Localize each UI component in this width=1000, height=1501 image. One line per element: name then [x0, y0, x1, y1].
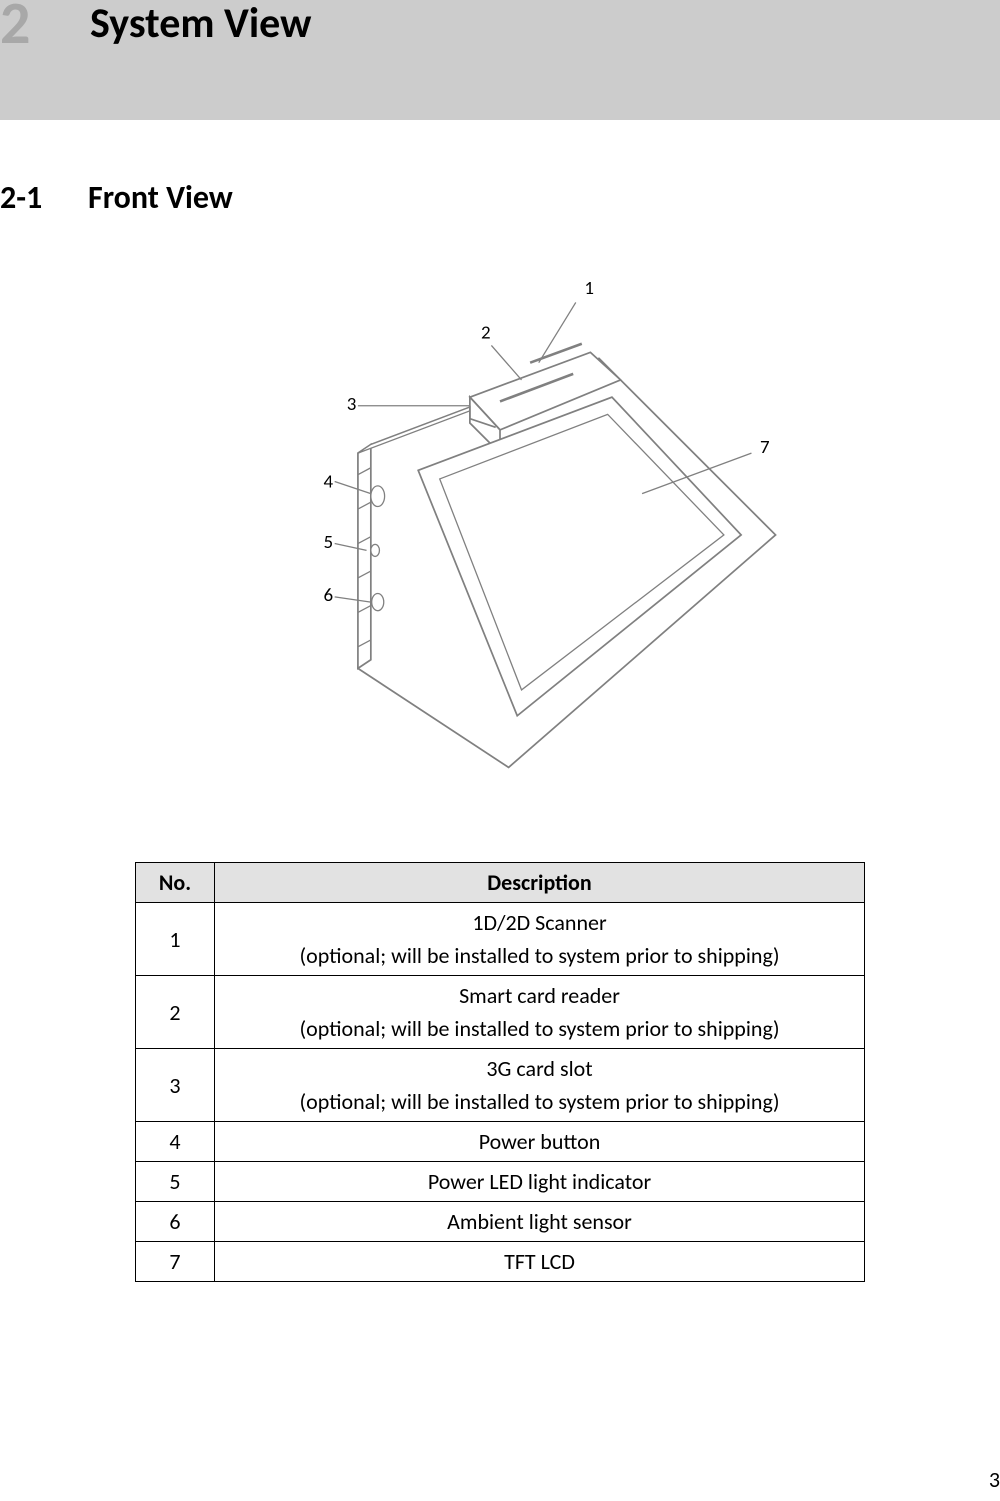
table-row: 6Ambient light sensor — [136, 1202, 865, 1242]
table-row: 7TFT LCD — [136, 1242, 865, 1282]
cell-no: 5 — [136, 1162, 215, 1202]
table-header: No. Description — [136, 863, 865, 903]
cell-no: 6 — [136, 1202, 215, 1242]
cell-description: Smart card reader(optional; will be inst… — [215, 976, 865, 1049]
table-row: 33G card slot(optional; will be installe… — [136, 1049, 865, 1122]
front-view-diagram: 1 2 3 4 5 6 7 — [190, 237, 810, 807]
chapter-title: System View — [90, 0, 311, 54]
section-title: Front View — [88, 178, 233, 217]
header-description: Description — [215, 863, 865, 903]
cell-no: 2 — [136, 976, 215, 1049]
cell-description: Power LED light indicator — [215, 1162, 865, 1202]
callout-number: 1 — [584, 277, 594, 300]
cell-no: 3 — [136, 1049, 215, 1122]
section-number: 2-1 — [0, 178, 88, 217]
callout-number: 7 — [760, 436, 770, 459]
cell-description: Power button — [215, 1122, 865, 1162]
callout-number: 3 — [347, 393, 357, 416]
table-row: 5Power LED light indicator — [136, 1162, 865, 1202]
header-no: No. — [136, 863, 215, 903]
cell-no: 1 — [136, 903, 215, 976]
table-row: 11D/2D Scanner(optional; will be install… — [136, 903, 865, 976]
callout-line — [491, 345, 521, 379]
table-row: 2Smart card reader(optional; will be ins… — [136, 976, 865, 1049]
parts-table: No. Description 11D/2D Scanner(optional;… — [135, 862, 865, 1282]
cell-no: 4 — [136, 1122, 215, 1162]
page: 2 System View 2-1 Front View — [0, 0, 1000, 1501]
cell-no: 7 — [136, 1242, 215, 1282]
cell-description: TFT LCD — [215, 1242, 865, 1282]
callout-number: 2 — [481, 322, 491, 345]
page-number: 3 — [989, 1466, 1000, 1493]
table-row: 4Power button — [136, 1122, 865, 1162]
section-heading: 2-1 Front View — [0, 178, 1000, 217]
cell-description: 3G card slot(optional; will be installed… — [215, 1049, 865, 1122]
chapter-number: 2 — [0, 0, 90, 54]
callout-number: 4 — [323, 471, 333, 494]
chapter-header-bar: 2 System View — [0, 0, 1000, 120]
cell-description: Ambient light sensor — [215, 1202, 865, 1242]
callout-number: 5 — [323, 531, 333, 554]
cell-description: 1D/2D Scanner(optional; will be installe… — [215, 903, 865, 976]
callout-number: 6 — [323, 584, 333, 607]
